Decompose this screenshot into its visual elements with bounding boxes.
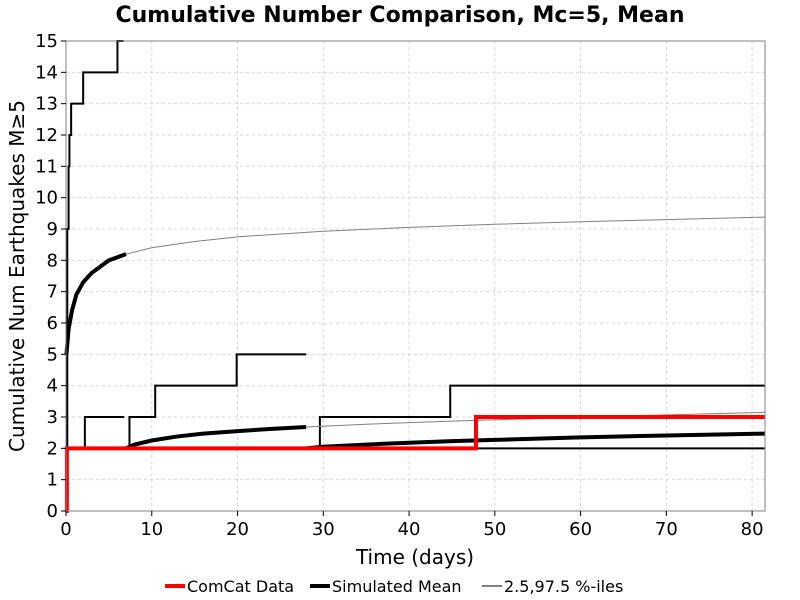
y-tick-label: 7: [47, 282, 58, 303]
y-tick-label: 12: [35, 125, 58, 146]
y-tick-label: 10: [35, 188, 58, 209]
y-tick-label: 15: [35, 31, 58, 52]
y-tick-label: 0: [47, 501, 58, 522]
y-tick-label: 5: [47, 344, 58, 365]
x-tick-label: 70: [655, 519, 678, 540]
percentile-line: [125, 216, 766, 255]
y-tick-label: 4: [47, 376, 58, 397]
y-tick-label: 1: [47, 470, 58, 491]
x-tick-label: 80: [741, 519, 764, 540]
y-tick-label: 13: [35, 94, 58, 115]
x-tick-label: 60: [569, 519, 592, 540]
legend-label: 2.5,97.5 %-iles: [504, 577, 623, 596]
x-tick-label: 10: [140, 519, 163, 540]
legend-label: ComCat Data: [187, 577, 294, 596]
y-tick-label: 2: [47, 438, 58, 459]
legend: ComCat Data Simulated Mean 2.5,97.5 %-iles: [165, 577, 623, 596]
x-axis-label: Time (days): [355, 545, 474, 569]
x-tick-label: 50: [483, 519, 506, 540]
percentile-line: [126, 353, 307, 450]
series-layer: [64, 40, 766, 513]
x-tick-label: 30: [312, 519, 335, 540]
percentile-line: [65, 416, 125, 512]
y-tick-label: 3: [47, 407, 58, 428]
chart-title: Cumulative Number Comparison, Mc=5, Mean: [115, 3, 684, 28]
y-axis-label: Cumulative Num Earthquakes M≥5: [5, 100, 29, 452]
x-tick-label: 0: [60, 519, 71, 540]
simulated-mean-line: [125, 425, 307, 451]
x-tick-label: 40: [398, 519, 421, 540]
percentile-line: [306, 411, 766, 428]
y-tick-label: 6: [47, 313, 58, 334]
y-tick-label: 9: [47, 219, 58, 240]
percentile-line: [66, 40, 124, 512]
plot-frame: [65, 40, 766, 512]
y-tick-label: 11: [35, 156, 58, 177]
y-tick-label: 14: [35, 62, 58, 83]
simulated-mean-line: [64, 252, 127, 355]
simulated-mean-line: [305, 431, 766, 451]
y-tick-label: 8: [47, 250, 58, 271]
x-tick-label: 20: [226, 519, 249, 540]
comcat-data-line: [64, 415, 765, 513]
legend-label: Simulated Mean: [332, 577, 462, 596]
